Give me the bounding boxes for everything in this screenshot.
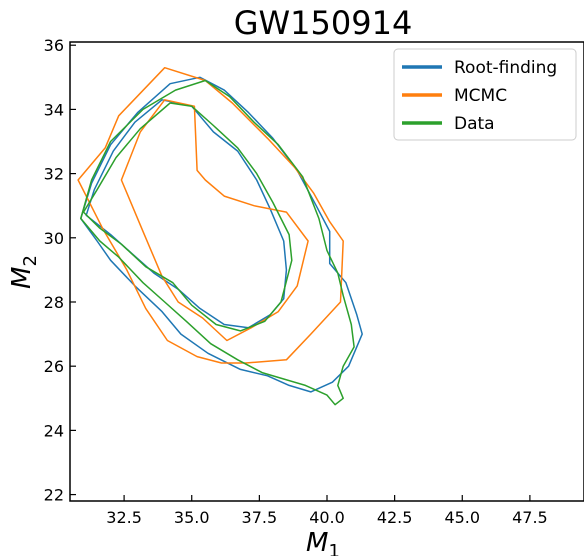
y-tick-label: 34 bbox=[44, 100, 64, 119]
contour-line bbox=[85, 99, 288, 329]
contour-line bbox=[77, 66, 344, 364]
legend-label: Data bbox=[454, 114, 495, 134]
chart-title: GW150914 bbox=[234, 4, 413, 42]
y-axis-label-sub: 2 bbox=[20, 255, 41, 266]
y-tick-label: 36 bbox=[44, 36, 64, 55]
y-tick-label: 24 bbox=[44, 421, 64, 440]
x-tick-label: 45.0 bbox=[444, 508, 480, 527]
y-axis-label-main: M bbox=[7, 267, 37, 289]
legend: Root-finding MCMC Data bbox=[393, 48, 577, 141]
x-axis-label-main: M bbox=[306, 528, 328, 556]
y-axis-ticks: 22 24 26 28 30 32 34 36 bbox=[44, 36, 76, 505]
y-tick-label: 32 bbox=[44, 165, 64, 184]
contour-line bbox=[120, 99, 309, 342]
legend-box bbox=[393, 48, 577, 141]
contour-line bbox=[82, 102, 293, 332]
x-tick-label: 42.5 bbox=[377, 508, 413, 527]
series-layer bbox=[77, 66, 363, 406]
series-root-finding bbox=[80, 76, 363, 393]
x-axis-ticks: 32.5 35.0 37.5 40.0 42.5 45.0 47.5 bbox=[106, 495, 548, 527]
series-mcmc bbox=[77, 66, 344, 364]
y-tick-label: 28 bbox=[44, 293, 64, 312]
x-tick-label: 40.0 bbox=[309, 508, 345, 527]
series-data bbox=[80, 79, 355, 406]
y-tick-label: 30 bbox=[44, 229, 64, 248]
x-tick-label: 47.5 bbox=[512, 508, 548, 527]
contour-line bbox=[80, 79, 355, 406]
y-axis-label: M2 bbox=[7, 255, 41, 289]
x-axis-label: M1 bbox=[306, 528, 340, 556]
legend-label: MCMC bbox=[454, 86, 507, 106]
x-tick-label: 32.5 bbox=[106, 508, 142, 527]
y-tick-label: 22 bbox=[44, 486, 64, 505]
x-tick-label: 35.0 bbox=[174, 508, 210, 527]
x-tick-label: 37.5 bbox=[242, 508, 278, 527]
contour-line bbox=[80, 76, 363, 393]
legend-label: Root-finding bbox=[454, 58, 557, 78]
y-tick-label: 26 bbox=[44, 357, 64, 376]
x-axis-label-sub: 1 bbox=[328, 541, 339, 556]
